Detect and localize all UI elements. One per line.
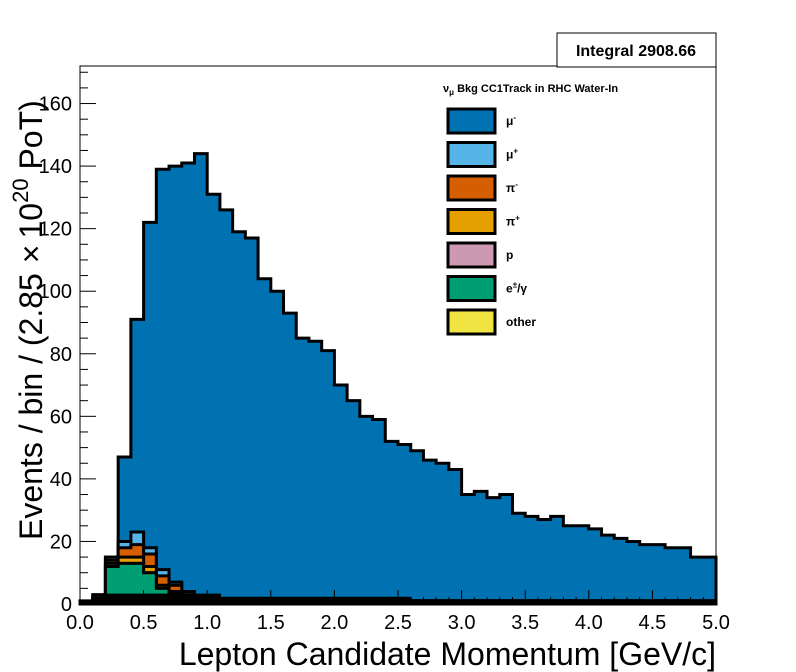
y-tick-label: 160 bbox=[39, 94, 72, 116]
y-axis-title-pre: Events / bin / (2.85 bbox=[13, 273, 49, 540]
x-tick-label: 0.0 bbox=[66, 612, 94, 634]
legend-title-nu: ν bbox=[443, 83, 449, 95]
legend-swatch bbox=[446, 308, 497, 336]
legend-swatch bbox=[446, 174, 497, 202]
legend-swatch bbox=[446, 275, 497, 302]
tick-labels: 0.0 0.5 1.0 1.5 2.0 2.5 3.0 3.5 4.0 4.5 5.0 0 20 40 60… bbox=[39, 94, 730, 634]
integral-box: Integral 2908.66 bbox=[556, 32, 717, 68]
x-tick-label: 1.0 bbox=[193, 612, 221, 634]
x-tick-label: 2.5 bbox=[384, 612, 412, 634]
x-tick-label: 4.0 bbox=[575, 612, 603, 634]
legend-label: p bbox=[506, 248, 513, 262]
legend-label: π- bbox=[506, 180, 518, 195]
integral-label: Integral 2908.66 bbox=[576, 43, 696, 60]
y-axis-title-post: PoT) bbox=[13, 100, 49, 178]
legend-label: μ- bbox=[506, 113, 516, 128]
x-tick-label: 4.5 bbox=[638, 612, 666, 634]
legend-swatch bbox=[446, 208, 497, 235]
y-axis-title-times: × bbox=[13, 245, 49, 264]
x-tick-label: 3.5 bbox=[511, 612, 539, 634]
x-tick-label: 5.0 bbox=[702, 612, 730, 634]
legend-swatch bbox=[446, 141, 497, 168]
y-tick-label: 100 bbox=[39, 281, 72, 303]
legend-title: νμ Bkg CC1Track in RHC Water-In bbox=[443, 83, 618, 97]
legend-title-sub: μ bbox=[449, 88, 454, 97]
y-tick-label: 40 bbox=[50, 469, 72, 491]
y-tick-label: 80 bbox=[50, 344, 72, 366]
y-tick-label: 20 bbox=[50, 531, 72, 553]
legend-label: other bbox=[506, 315, 536, 329]
y-axis-title: Events / bin / (2.85 × 1020 PoT) bbox=[8, 100, 49, 540]
y-axis-title-base: 10 bbox=[13, 203, 49, 239]
legend: νμ Bkg CC1Track in RHC Water-In μ-μ+ π-π+… bbox=[443, 83, 618, 336]
integral-box-frame bbox=[556, 32, 717, 68]
y-tick-label: 120 bbox=[39, 219, 72, 241]
y-axis-title-exp: 20 bbox=[8, 178, 33, 202]
axes bbox=[79, 65, 717, 605]
y-tick-label: 140 bbox=[39, 156, 72, 178]
x-tick-label: 2.0 bbox=[320, 612, 348, 634]
legend-title-rest: Bkg CC1Track in RHC Water-In bbox=[454, 83, 618, 95]
x-axis-title: Lepton Candidate Momentum [GeV/c] bbox=[179, 636, 716, 672]
x-tick-label: 3.0 bbox=[448, 612, 476, 634]
y-tick-label: 60 bbox=[50, 406, 72, 428]
legend-swatch bbox=[446, 241, 497, 269]
legend-label: π+ bbox=[506, 214, 520, 229]
x-tick-label: 1.5 bbox=[257, 612, 285, 634]
legend-swatch bbox=[446, 107, 497, 135]
legend-label: e±/γ bbox=[506, 281, 527, 296]
legend-label: μ+ bbox=[506, 147, 518, 162]
legend-entries: μ-μ+ π-π+ p e±/γ other bbox=[446, 107, 536, 336]
x-tick-label: 0.5 bbox=[130, 612, 158, 634]
y-tick-label: 0 bbox=[61, 594, 72, 616]
